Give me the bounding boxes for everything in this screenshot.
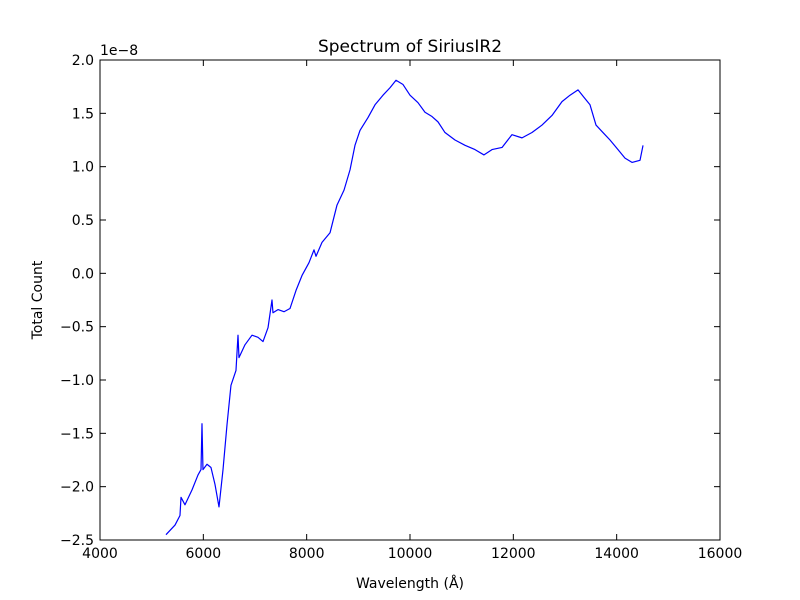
x-axis-label: Wavelength (Å) bbox=[356, 575, 464, 592]
chart-title: Spectrum of SiriusIR2 bbox=[318, 37, 502, 57]
x-tick-label: 16000 bbox=[698, 546, 743, 562]
y-tick-label: 1.0 bbox=[72, 160, 94, 176]
y-tick-label: 0.5 bbox=[72, 213, 94, 229]
x-tick-label: 14000 bbox=[594, 546, 639, 562]
y-tick-label: −2.0 bbox=[60, 480, 94, 496]
y-axis-label: Total Count bbox=[30, 260, 46, 340]
x-tick-label: 8000 bbox=[289, 546, 325, 562]
y-tick-label: −0.5 bbox=[60, 320, 94, 336]
y-tick-label: −1.0 bbox=[60, 373, 94, 389]
x-tick-label: 10000 bbox=[388, 546, 433, 562]
x-tick-label: 12000 bbox=[491, 546, 536, 562]
x-tick-label: 4000 bbox=[82, 546, 118, 562]
y-tick-label: −1.5 bbox=[60, 426, 94, 442]
y-tick-label: 2.0 bbox=[72, 53, 94, 69]
y-offset-label: 1e−8 bbox=[100, 43, 138, 59]
y-tick-label: 0.0 bbox=[72, 266, 94, 282]
plot-frame bbox=[99, 59, 721, 541]
y-tick-label: 1.5 bbox=[72, 106, 94, 122]
x-tick-label: 6000 bbox=[186, 546, 222, 562]
spectrum-line bbox=[165, 79, 644, 536]
y-tick-label: −2.5 bbox=[60, 533, 94, 549]
